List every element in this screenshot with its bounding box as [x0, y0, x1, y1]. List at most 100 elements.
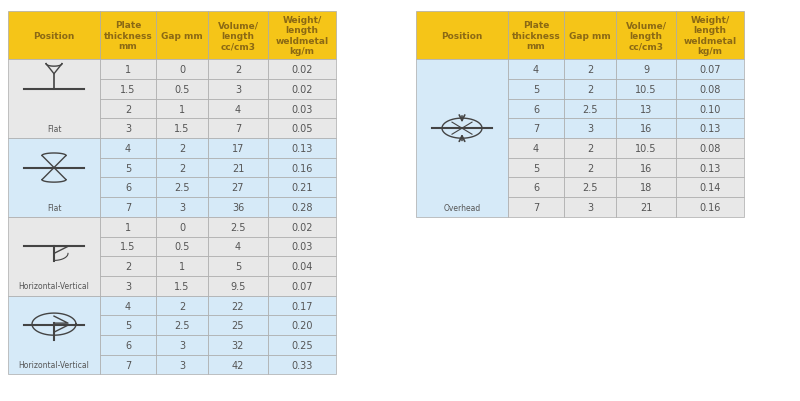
Text: Weight/
length
weldmetal
kg/m: Weight/ length weldmetal kg/m [275, 16, 329, 56]
Text: 0.02: 0.02 [291, 65, 313, 75]
FancyBboxPatch shape [8, 296, 100, 375]
FancyBboxPatch shape [156, 355, 208, 375]
FancyBboxPatch shape [616, 139, 676, 158]
FancyBboxPatch shape [156, 316, 208, 335]
Text: 2: 2 [179, 163, 185, 173]
Text: 2: 2 [125, 104, 131, 114]
Text: 3: 3 [235, 85, 241, 95]
FancyBboxPatch shape [508, 158, 564, 178]
FancyBboxPatch shape [208, 296, 268, 316]
FancyBboxPatch shape [508, 139, 564, 158]
FancyBboxPatch shape [564, 99, 616, 119]
Text: 7: 7 [125, 203, 131, 213]
FancyBboxPatch shape [156, 119, 208, 139]
Text: 5: 5 [125, 163, 131, 173]
Text: 36: 36 [232, 203, 244, 213]
FancyBboxPatch shape [508, 12, 564, 60]
Text: Gap mm: Gap mm [161, 32, 203, 41]
Text: 0.07: 0.07 [291, 281, 313, 291]
Text: 7: 7 [235, 124, 241, 134]
Text: 17: 17 [232, 144, 244, 154]
FancyBboxPatch shape [208, 276, 268, 296]
Text: 0.20: 0.20 [291, 320, 313, 330]
FancyBboxPatch shape [100, 355, 156, 375]
FancyBboxPatch shape [616, 119, 676, 139]
FancyBboxPatch shape [208, 237, 268, 257]
FancyBboxPatch shape [268, 276, 336, 296]
Text: 1: 1 [125, 65, 131, 75]
Text: Horizontal-Vertical: Horizontal-Vertical [18, 282, 90, 291]
FancyBboxPatch shape [156, 257, 208, 276]
Text: 2: 2 [179, 301, 185, 311]
FancyBboxPatch shape [416, 12, 508, 60]
FancyBboxPatch shape [100, 276, 156, 296]
Text: 3: 3 [587, 124, 593, 134]
Text: 6: 6 [125, 183, 131, 193]
Text: 2: 2 [587, 144, 593, 154]
Text: 2: 2 [587, 163, 593, 173]
FancyBboxPatch shape [156, 60, 208, 80]
Text: 3: 3 [179, 360, 185, 370]
FancyBboxPatch shape [100, 335, 156, 355]
FancyBboxPatch shape [268, 355, 336, 375]
FancyBboxPatch shape [208, 316, 268, 335]
Text: 0.10: 0.10 [699, 104, 721, 114]
FancyBboxPatch shape [676, 158, 744, 178]
FancyBboxPatch shape [100, 119, 156, 139]
FancyBboxPatch shape [508, 60, 564, 80]
Text: 0.08: 0.08 [699, 85, 721, 95]
FancyBboxPatch shape [616, 12, 676, 60]
FancyBboxPatch shape [268, 335, 336, 355]
Text: 13: 13 [640, 104, 652, 114]
Text: Weight/
length
weldmetal
kg/m: Weight/ length weldmetal kg/m [683, 16, 737, 56]
FancyBboxPatch shape [156, 158, 208, 178]
Text: 1: 1 [179, 261, 185, 271]
Text: 0: 0 [179, 65, 185, 75]
Text: 4: 4 [235, 242, 241, 252]
FancyBboxPatch shape [564, 80, 616, 99]
Text: 9.5: 9.5 [230, 281, 246, 291]
Text: Flat: Flat [46, 124, 62, 134]
Text: 0.16: 0.16 [291, 163, 313, 173]
Text: 5: 5 [235, 261, 241, 271]
Text: 1: 1 [125, 222, 131, 232]
FancyBboxPatch shape [268, 296, 336, 316]
FancyBboxPatch shape [508, 119, 564, 139]
Text: 0.17: 0.17 [291, 301, 313, 311]
Text: Plate
thickness
mm: Plate thickness mm [104, 21, 152, 51]
FancyBboxPatch shape [208, 80, 268, 99]
Text: 4: 4 [235, 104, 241, 114]
FancyBboxPatch shape [616, 158, 676, 178]
FancyBboxPatch shape [100, 257, 156, 276]
Text: 6: 6 [125, 340, 131, 350]
FancyBboxPatch shape [208, 12, 268, 60]
Text: 0.21: 0.21 [291, 183, 313, 193]
FancyBboxPatch shape [156, 80, 208, 99]
FancyBboxPatch shape [100, 80, 156, 99]
FancyBboxPatch shape [268, 119, 336, 139]
Text: 0.25: 0.25 [291, 340, 313, 350]
Text: 2: 2 [125, 261, 131, 271]
FancyBboxPatch shape [616, 99, 676, 119]
FancyBboxPatch shape [268, 99, 336, 119]
FancyBboxPatch shape [208, 158, 268, 178]
FancyBboxPatch shape [100, 217, 156, 237]
FancyBboxPatch shape [676, 119, 744, 139]
Text: 0.04: 0.04 [291, 261, 313, 271]
Text: 21: 21 [232, 163, 244, 173]
Text: 2.5: 2.5 [174, 320, 190, 330]
FancyBboxPatch shape [156, 198, 208, 217]
Text: 0.08: 0.08 [699, 144, 721, 154]
Text: 6: 6 [533, 183, 539, 193]
Text: 1.5: 1.5 [120, 85, 136, 95]
Text: 1.5: 1.5 [120, 242, 136, 252]
FancyBboxPatch shape [564, 178, 616, 198]
FancyBboxPatch shape [564, 12, 616, 60]
FancyBboxPatch shape [676, 80, 744, 99]
Text: 3: 3 [125, 124, 131, 134]
FancyBboxPatch shape [268, 80, 336, 99]
FancyBboxPatch shape [156, 178, 208, 198]
Text: 2: 2 [235, 65, 241, 75]
Text: 0.5: 0.5 [174, 85, 190, 95]
Text: 18: 18 [640, 183, 652, 193]
